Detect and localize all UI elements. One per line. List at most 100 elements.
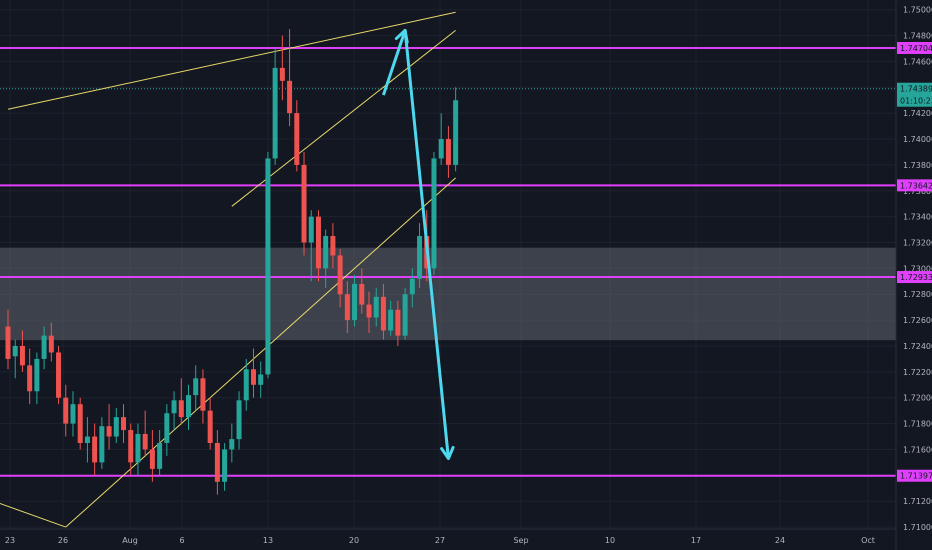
- projection-layer[interactable]: [382, 28, 455, 461]
- candle-body: [294, 113, 300, 165]
- candle-body: [344, 294, 350, 321]
- up-arrow-head: [394, 28, 409, 44]
- candle-body: [5, 326, 11, 359]
- down-arrow-head: [440, 445, 455, 461]
- candle-layer: [5, 29, 459, 495]
- candle: [5, 309, 11, 370]
- candle-body: [236, 400, 242, 440]
- candle: [366, 291, 372, 334]
- candle: [265, 151, 271, 379]
- candle: [409, 268, 415, 308]
- candle: [337, 248, 343, 308]
- price-tick-label: 1.74800: [903, 32, 932, 41]
- candle-body: [337, 255, 343, 295]
- candle: [323, 229, 329, 288]
- candle-body: [19, 345, 25, 366]
- candle-body: [157, 442, 163, 469]
- candle-body: [265, 158, 271, 375]
- candle: [19, 330, 25, 372]
- candle-body: [243, 369, 249, 401]
- candle: [164, 404, 170, 456]
- candle: [186, 384, 191, 431]
- candle-body: [359, 283, 365, 305]
- candle-body: [222, 449, 228, 482]
- price-tick-label: 1.72000: [903, 394, 932, 403]
- time-tick-label: 17: [691, 536, 701, 545]
- price-tick-label: 1.71800: [903, 420, 932, 429]
- candle: [99, 417, 105, 469]
- time-tick-label: Sep: [513, 536, 528, 545]
- level-price-marker: [897, 469, 932, 482]
- candle: [431, 151, 437, 275]
- candle-body: [84, 436, 90, 443]
- level-price-label: 1.73642: [900, 181, 932, 190]
- candle: [352, 274, 358, 327]
- candle-body: [214, 442, 220, 482]
- candle: [142, 410, 148, 456]
- candle-body: [106, 426, 112, 437]
- candle: [41, 326, 47, 370]
- candle: [70, 391, 76, 437]
- time-tick-label: 6: [179, 536, 184, 545]
- candle: [135, 423, 141, 476]
- candle: [12, 339, 18, 379]
- candle: [92, 423, 98, 476]
- candle: [301, 151, 307, 256]
- candle-body: [287, 80, 293, 114]
- candle-body: [409, 278, 415, 295]
- candle-body: [142, 433, 148, 450]
- candle: [445, 126, 451, 178]
- time-tick-label: 24: [775, 536, 785, 545]
- candle-body: [272, 67, 278, 159]
- grid-layer: [0, 0, 896, 529]
- candle-body: [41, 335, 47, 359]
- candle-body: [121, 417, 127, 431]
- candle: [229, 423, 235, 463]
- level-price-marker: [897, 179, 932, 192]
- zone-layer: [0, 247, 896, 341]
- candle: [207, 397, 213, 450]
- time-tick-label: 20: [349, 536, 359, 545]
- candle: [178, 378, 184, 424]
- candle: [315, 210, 321, 282]
- price-tick-label: 1.72600: [903, 316, 932, 325]
- candle: [243, 358, 249, 411]
- candle-body: [395, 309, 401, 336]
- price-tick-label: 1.73200: [903, 239, 932, 248]
- price-tick-label: 1.75000: [903, 6, 932, 15]
- candle: [402, 287, 408, 340]
- candle-body: [70, 404, 76, 424]
- trendline[interactable]: [7, 11, 456, 110]
- candle: [200, 369, 206, 424]
- price-tick-label: 1.72200: [903, 368, 932, 377]
- candle: [359, 268, 365, 314]
- candle: [287, 29, 293, 127]
- candle-body: [380, 296, 386, 331]
- candle: [63, 384, 69, 437]
- price-tick-label: 1.71600: [903, 445, 932, 454]
- trendline[interactable]: [0, 501, 66, 528]
- time-axis[interactable]: 23 26 Aug 6 13 20 27 Sep 10 17 24 Oct: [5, 536, 875, 545]
- time-tick-label: 10: [605, 536, 615, 545]
- candle-body: [315, 216, 321, 269]
- candle-body: [445, 139, 451, 165]
- price-tick-label: 1.72800: [903, 290, 932, 299]
- time-tick-label: 13: [263, 536, 273, 545]
- candle-body: [128, 430, 134, 463]
- time-tick-label: 23: [5, 536, 15, 545]
- price-tick-label: 1.72400: [903, 342, 932, 351]
- candle: [157, 430, 163, 476]
- candle-body: [56, 352, 62, 398]
- candle-body: [279, 67, 285, 81]
- candle-body: [34, 358, 40, 392]
- candle-body: [200, 378, 206, 411]
- candle: [149, 430, 155, 482]
- level-price-marker: [897, 41, 932, 54]
- candle-body: [229, 439, 235, 450]
- price-tick-label: 1.74200: [903, 109, 932, 118]
- candle: [250, 348, 256, 398]
- candle-body: [330, 236, 336, 256]
- level-price-marker: [897, 271, 932, 284]
- candle: [258, 361, 264, 398]
